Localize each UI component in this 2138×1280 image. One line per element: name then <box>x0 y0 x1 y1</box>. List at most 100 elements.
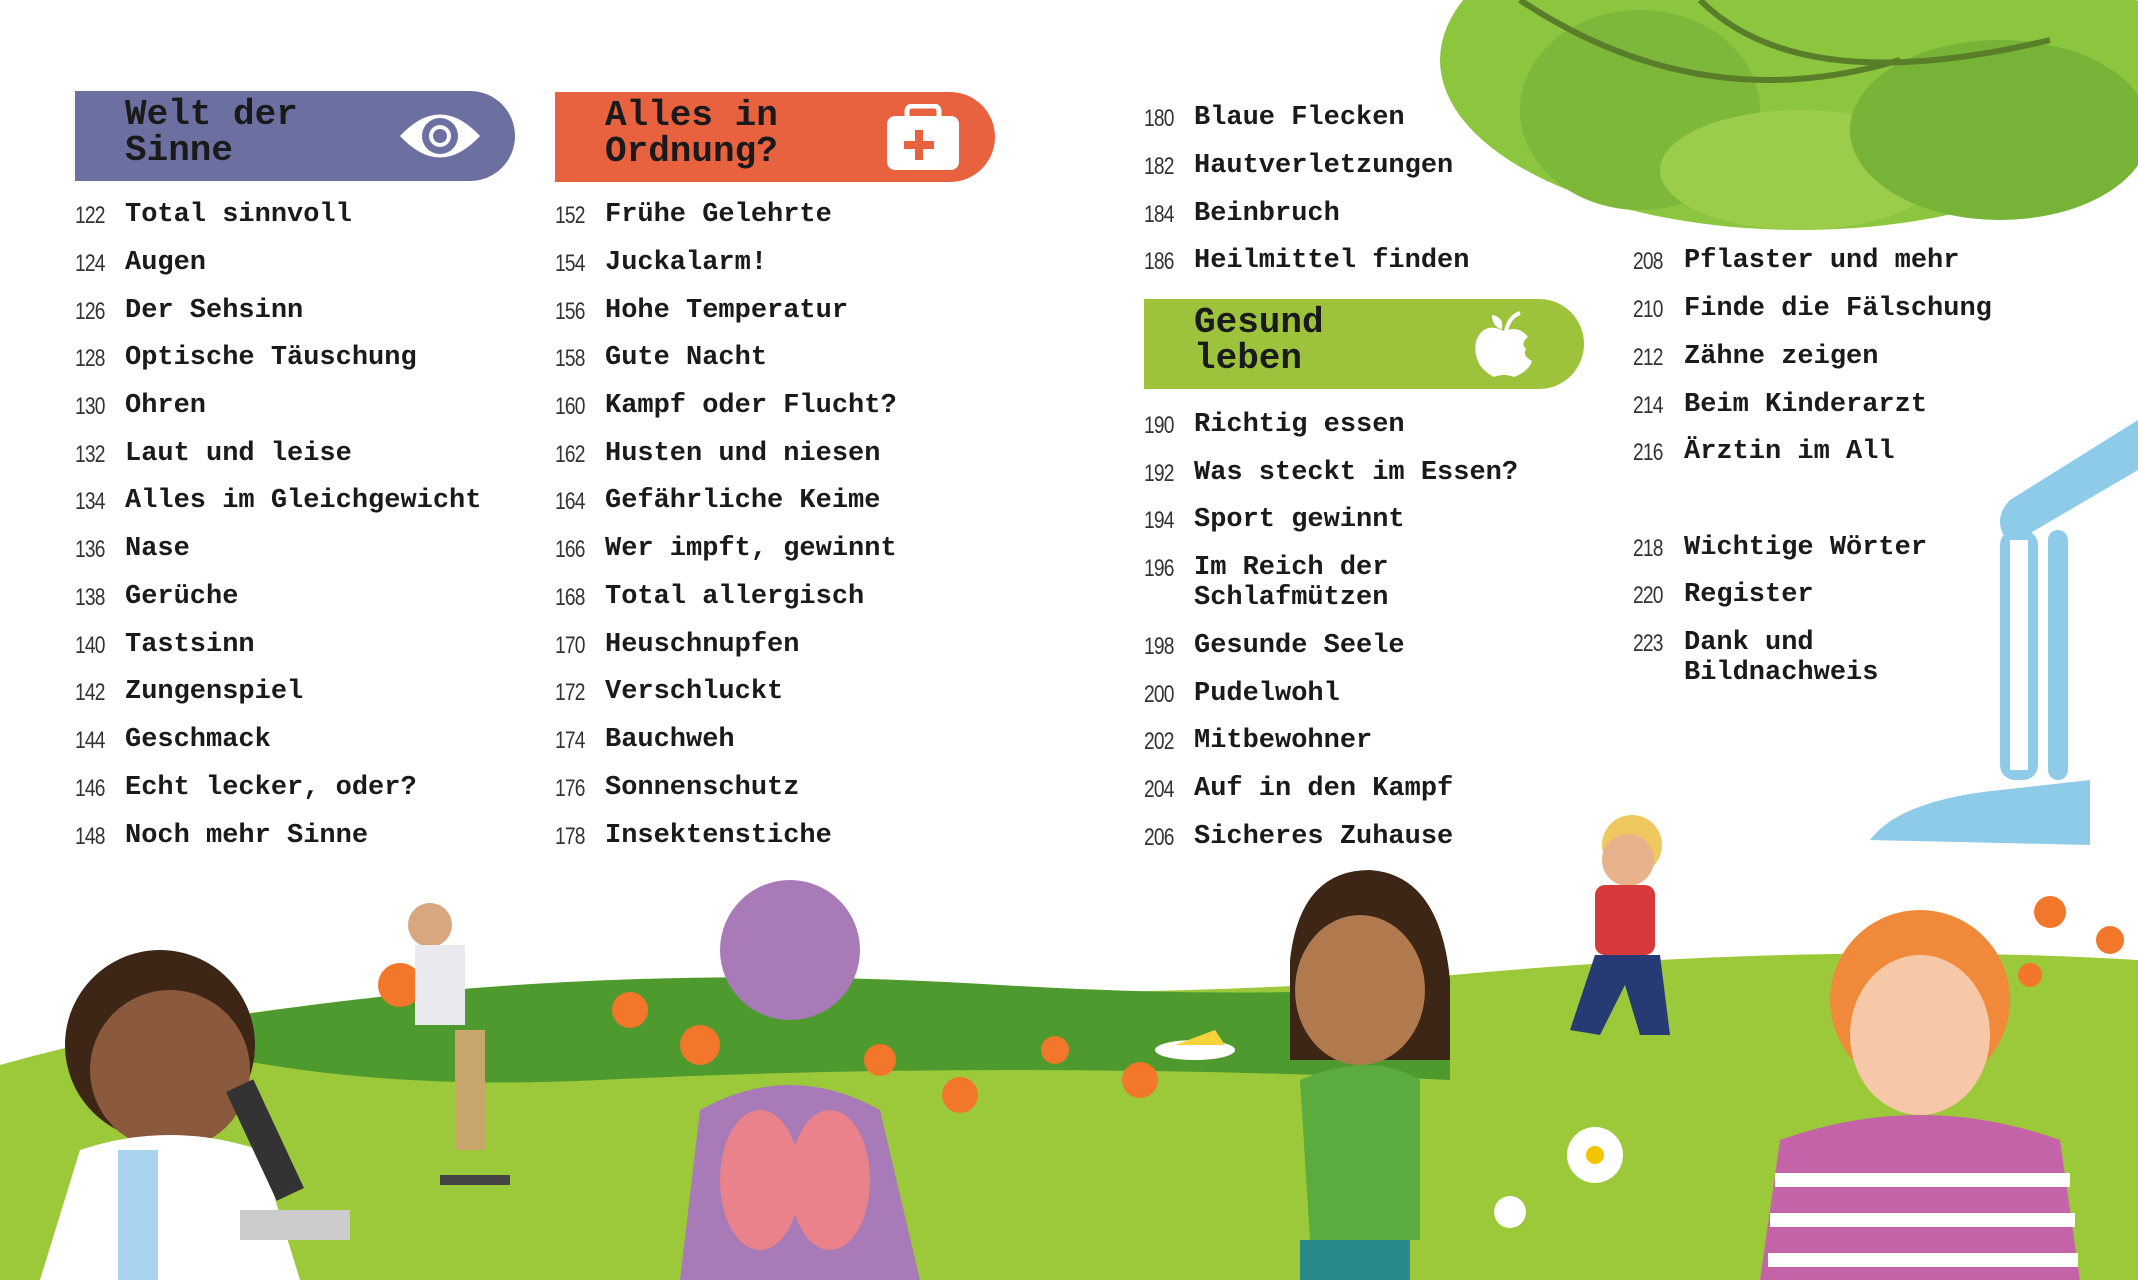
toc-entry: 223 Dank und Bildnachweis <box>1633 628 2093 688</box>
page-number: 204 <box>1144 776 1174 803</box>
toc-entry: 170 Heuschnupfen <box>555 630 1015 670</box>
page-number: 223 <box>1633 630 1663 657</box>
skeleton-leg-illustration <box>1870 420 2138 845</box>
entry-title: Ärztin im All <box>1684 437 1895 467</box>
page-number: 208 <box>1633 248 1663 275</box>
entry-title: Geschmack <box>125 725 271 755</box>
page-number: 202 <box>1144 728 1174 755</box>
page-number: 176 <box>555 775 585 802</box>
toc-entry: 126 Der Sehsinn <box>75 296 535 336</box>
entry-title: Sicheres Zuhause <box>1194 822 1454 852</box>
section-title: Gesund leben <box>1194 302 1324 379</box>
toc-entry: 212 Zähne zeigen <box>1633 342 2093 382</box>
entry-title: Wichtige Wörter <box>1684 533 1928 563</box>
toc-entry: 142 Zungenspiel <box>75 677 535 717</box>
page-number: 124 <box>75 250 105 277</box>
toc-entry: 192 Was steckt im Essen? <box>1144 458 1604 498</box>
entry-title: Sonnenschutz <box>605 773 800 803</box>
entry-title: Frühe Gelehrte <box>605 200 832 230</box>
tree-canopy-illustration <box>1440 0 2138 230</box>
page-number: 172 <box>555 679 585 706</box>
toc-entry: 214 Beim Kinderarzt <box>1633 390 2093 430</box>
entry-title: Dank und Bildnachweis <box>1684 628 1879 688</box>
entry-title: Heuschnupfen <box>605 630 800 660</box>
toc-entry: 200 Pudelwohl <box>1144 679 1604 719</box>
page-number: 220 <box>1633 582 1663 609</box>
toc-entry: 216 Ärztin im All <box>1633 437 2093 477</box>
toc-entry: 208 Pflaster und mehr <box>1633 246 2093 286</box>
entry-title: Auf in den Kampf <box>1194 774 1454 804</box>
toc-entry: 158 Gute Nacht <box>555 343 1015 383</box>
entry-title: Blaue Flecken <box>1194 103 1405 133</box>
entry-title: Kampf oder Flucht? <box>605 391 897 421</box>
toc-entry: 146 Echt lecker, oder? <box>75 773 535 813</box>
child-on-skateboard <box>408 903 510 1185</box>
child-with-microscope <box>40 950 350 1280</box>
toc-entry: 210 Finde die Fälschung <box>1633 294 2093 334</box>
entry-title: Zungenspiel <box>125 677 304 707</box>
page-number: 162 <box>555 441 585 468</box>
entry-title: Register <box>1684 580 1814 610</box>
page-number: 144 <box>75 727 105 754</box>
page-number: 214 <box>1633 392 1663 419</box>
page-number: 196 <box>1144 555 1174 582</box>
page-number: 186 <box>1144 248 1174 275</box>
section-title: Alles in Ordnung? <box>605 95 778 172</box>
entry-title: Finde die Fälschung <box>1684 294 1992 324</box>
page-number: 216 <box>1633 439 1663 466</box>
entry-title: Echt lecker, oder? <box>125 773 417 803</box>
toc-entry: 190 Richtig essen <box>1144 410 1604 450</box>
toc-entry: 166 Wer impft, gewinnt <box>555 534 1015 574</box>
page-number: 194 <box>1144 507 1174 534</box>
entry-title: Insektenstiche <box>605 821 832 851</box>
toc-entry: 160 Kampf oder Flucht? <box>555 391 1015 431</box>
toc-entry: 206 Sicheres Zuhause <box>1144 822 1604 862</box>
entry-title: Was steckt im Essen? <box>1194 458 1519 488</box>
page-number: 136 <box>75 536 105 563</box>
dark-grass-field <box>240 977 1450 1083</box>
page-number: 192 <box>1144 460 1174 487</box>
entry-title: Augen <box>125 248 207 278</box>
entry-title: Beim Kinderarzt <box>1684 390 1928 420</box>
page-number: 218 <box>1633 535 1663 562</box>
toc-entry: 204 Auf in den Kampf <box>1144 774 1604 814</box>
toc-entry: 140 Tastsinn <box>75 630 535 670</box>
apple-icon <box>1475 311 1532 377</box>
page-number: 158 <box>555 345 585 372</box>
page-number: 198 <box>1144 633 1174 660</box>
page-number: 142 <box>75 679 105 706</box>
entry-title: Pflaster und mehr <box>1684 246 1960 276</box>
page-number: 152 <box>555 202 585 229</box>
toc-entry: 196 Im Reich der Schlafmützen <box>1144 553 1604 613</box>
toc-entry: 202 Mitbewohner <box>1144 726 1604 766</box>
entry-title: Beinbruch <box>1194 199 1340 229</box>
page-number: 212 <box>1633 344 1663 371</box>
toc-entry: 130 Ohren <box>75 391 535 431</box>
lungs-silhouette <box>680 880 920 1280</box>
entry-title: Richtig essen <box>1194 410 1405 440</box>
toc-entry: 144 Geschmack <box>75 725 535 765</box>
entry-title: Zähne zeigen <box>1684 342 1879 372</box>
page-number: 164 <box>555 488 585 515</box>
toc-entry: 172 Verschluckt <box>555 677 1015 717</box>
entry-title: Tastsinn <box>125 630 255 660</box>
entry-title: Heilmittel finden <box>1194 246 1470 276</box>
page-number: 182 <box>1144 153 1174 180</box>
section-header-welt-der-sinne: Welt der Sinne <box>75 91 515 181</box>
entry-title: Verschluckt <box>605 677 784 707</box>
page-number: 148 <box>75 823 105 850</box>
page-number: 132 <box>75 441 105 468</box>
page-number: 178 <box>555 823 585 850</box>
entry-title: Bauchweh <box>605 725 735 755</box>
page-number: 210 <box>1633 296 1663 323</box>
page-number: 128 <box>75 345 105 372</box>
toc-entry: 178 Insektenstiche <box>555 821 1015 861</box>
toc-entry: 184 Beinbruch <box>1144 199 1604 239</box>
child-running <box>1570 815 1670 1035</box>
toc-entry: 168 Total allergisch <box>555 582 1015 622</box>
entry-title: Nase <box>125 534 190 564</box>
page-number: 168 <box>555 584 585 611</box>
entry-title: Ohren <box>125 391 207 421</box>
page-number: 180 <box>1144 105 1174 132</box>
